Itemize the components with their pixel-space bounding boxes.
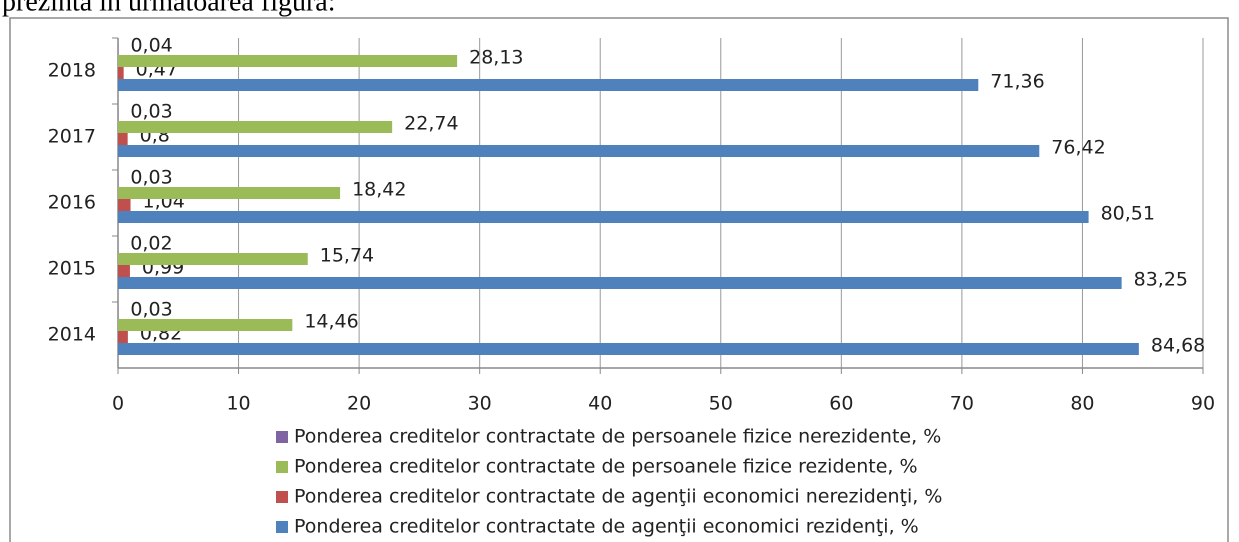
y-tick-label: 2017 [48, 126, 96, 148]
x-tick-label: 10 [226, 393, 250, 415]
x-tick-label: 50 [709, 393, 733, 415]
legend-label: Ponderea creditelor contractate de perso… [294, 426, 941, 448]
legend-label: Ponderea creditelor contractate de agenţ… [294, 516, 919, 538]
x-tick-label: 20 [347, 393, 371, 415]
x-tick-label: 80 [1070, 393, 1094, 415]
value-label: 80,51 [1101, 203, 1155, 225]
value-label: 0,03 [130, 167, 172, 189]
x-tick-label: 70 [950, 393, 974, 415]
bar [118, 67, 124, 79]
bar [118, 319, 293, 331]
bar [118, 133, 128, 145]
legend-swatch [276, 521, 288, 533]
bar [118, 199, 131, 211]
bar [118, 343, 1139, 355]
bar [118, 277, 1122, 289]
value-label: 76,42 [1051, 137, 1105, 159]
legend-label: Ponderea creditelor contractate de agenţ… [294, 486, 942, 508]
bar [118, 265, 130, 277]
y-tick-label: 2015 [48, 258, 96, 280]
bar [118, 121, 393, 133]
legend-label: Ponderea creditelor contractate de perso… [294, 456, 918, 478]
value-label: 0,04 [130, 35, 172, 57]
value-label: 28,13 [469, 47, 523, 69]
y-tick-label: 2018 [48, 60, 96, 82]
page-text: prezintă în următoarea figură: [2, 0, 336, 17]
bar [118, 145, 1040, 157]
value-label: 18,42 [352, 179, 406, 201]
x-tick-label: 60 [829, 393, 853, 415]
y-tick-label: 2016 [48, 192, 96, 214]
legend-swatch [276, 431, 288, 443]
value-label: 0,03 [130, 101, 172, 123]
legend-swatch [276, 461, 288, 473]
value-label: 0,03 [130, 299, 172, 321]
value-label: 71,36 [990, 71, 1044, 93]
bar [118, 55, 458, 67]
value-label: 22,74 [404, 113, 458, 135]
bar [118, 253, 308, 265]
value-label: 83,25 [1134, 269, 1188, 291]
y-tick-label: 2014 [48, 324, 96, 346]
value-label: 0,02 [130, 233, 172, 255]
x-tick-label: 30 [468, 393, 492, 415]
bar [118, 79, 979, 91]
value-label: 84,68 [1151, 335, 1205, 357]
x-tick-label: 90 [1191, 393, 1215, 415]
bar [118, 331, 128, 343]
bar [118, 187, 341, 199]
legend-swatch [276, 491, 288, 503]
bar [118, 211, 1089, 223]
x-tick-label: 40 [588, 393, 612, 415]
value-label: 15,74 [320, 245, 374, 267]
x-tick-label: 0 [112, 393, 124, 415]
value-label: 14,46 [304, 311, 358, 333]
